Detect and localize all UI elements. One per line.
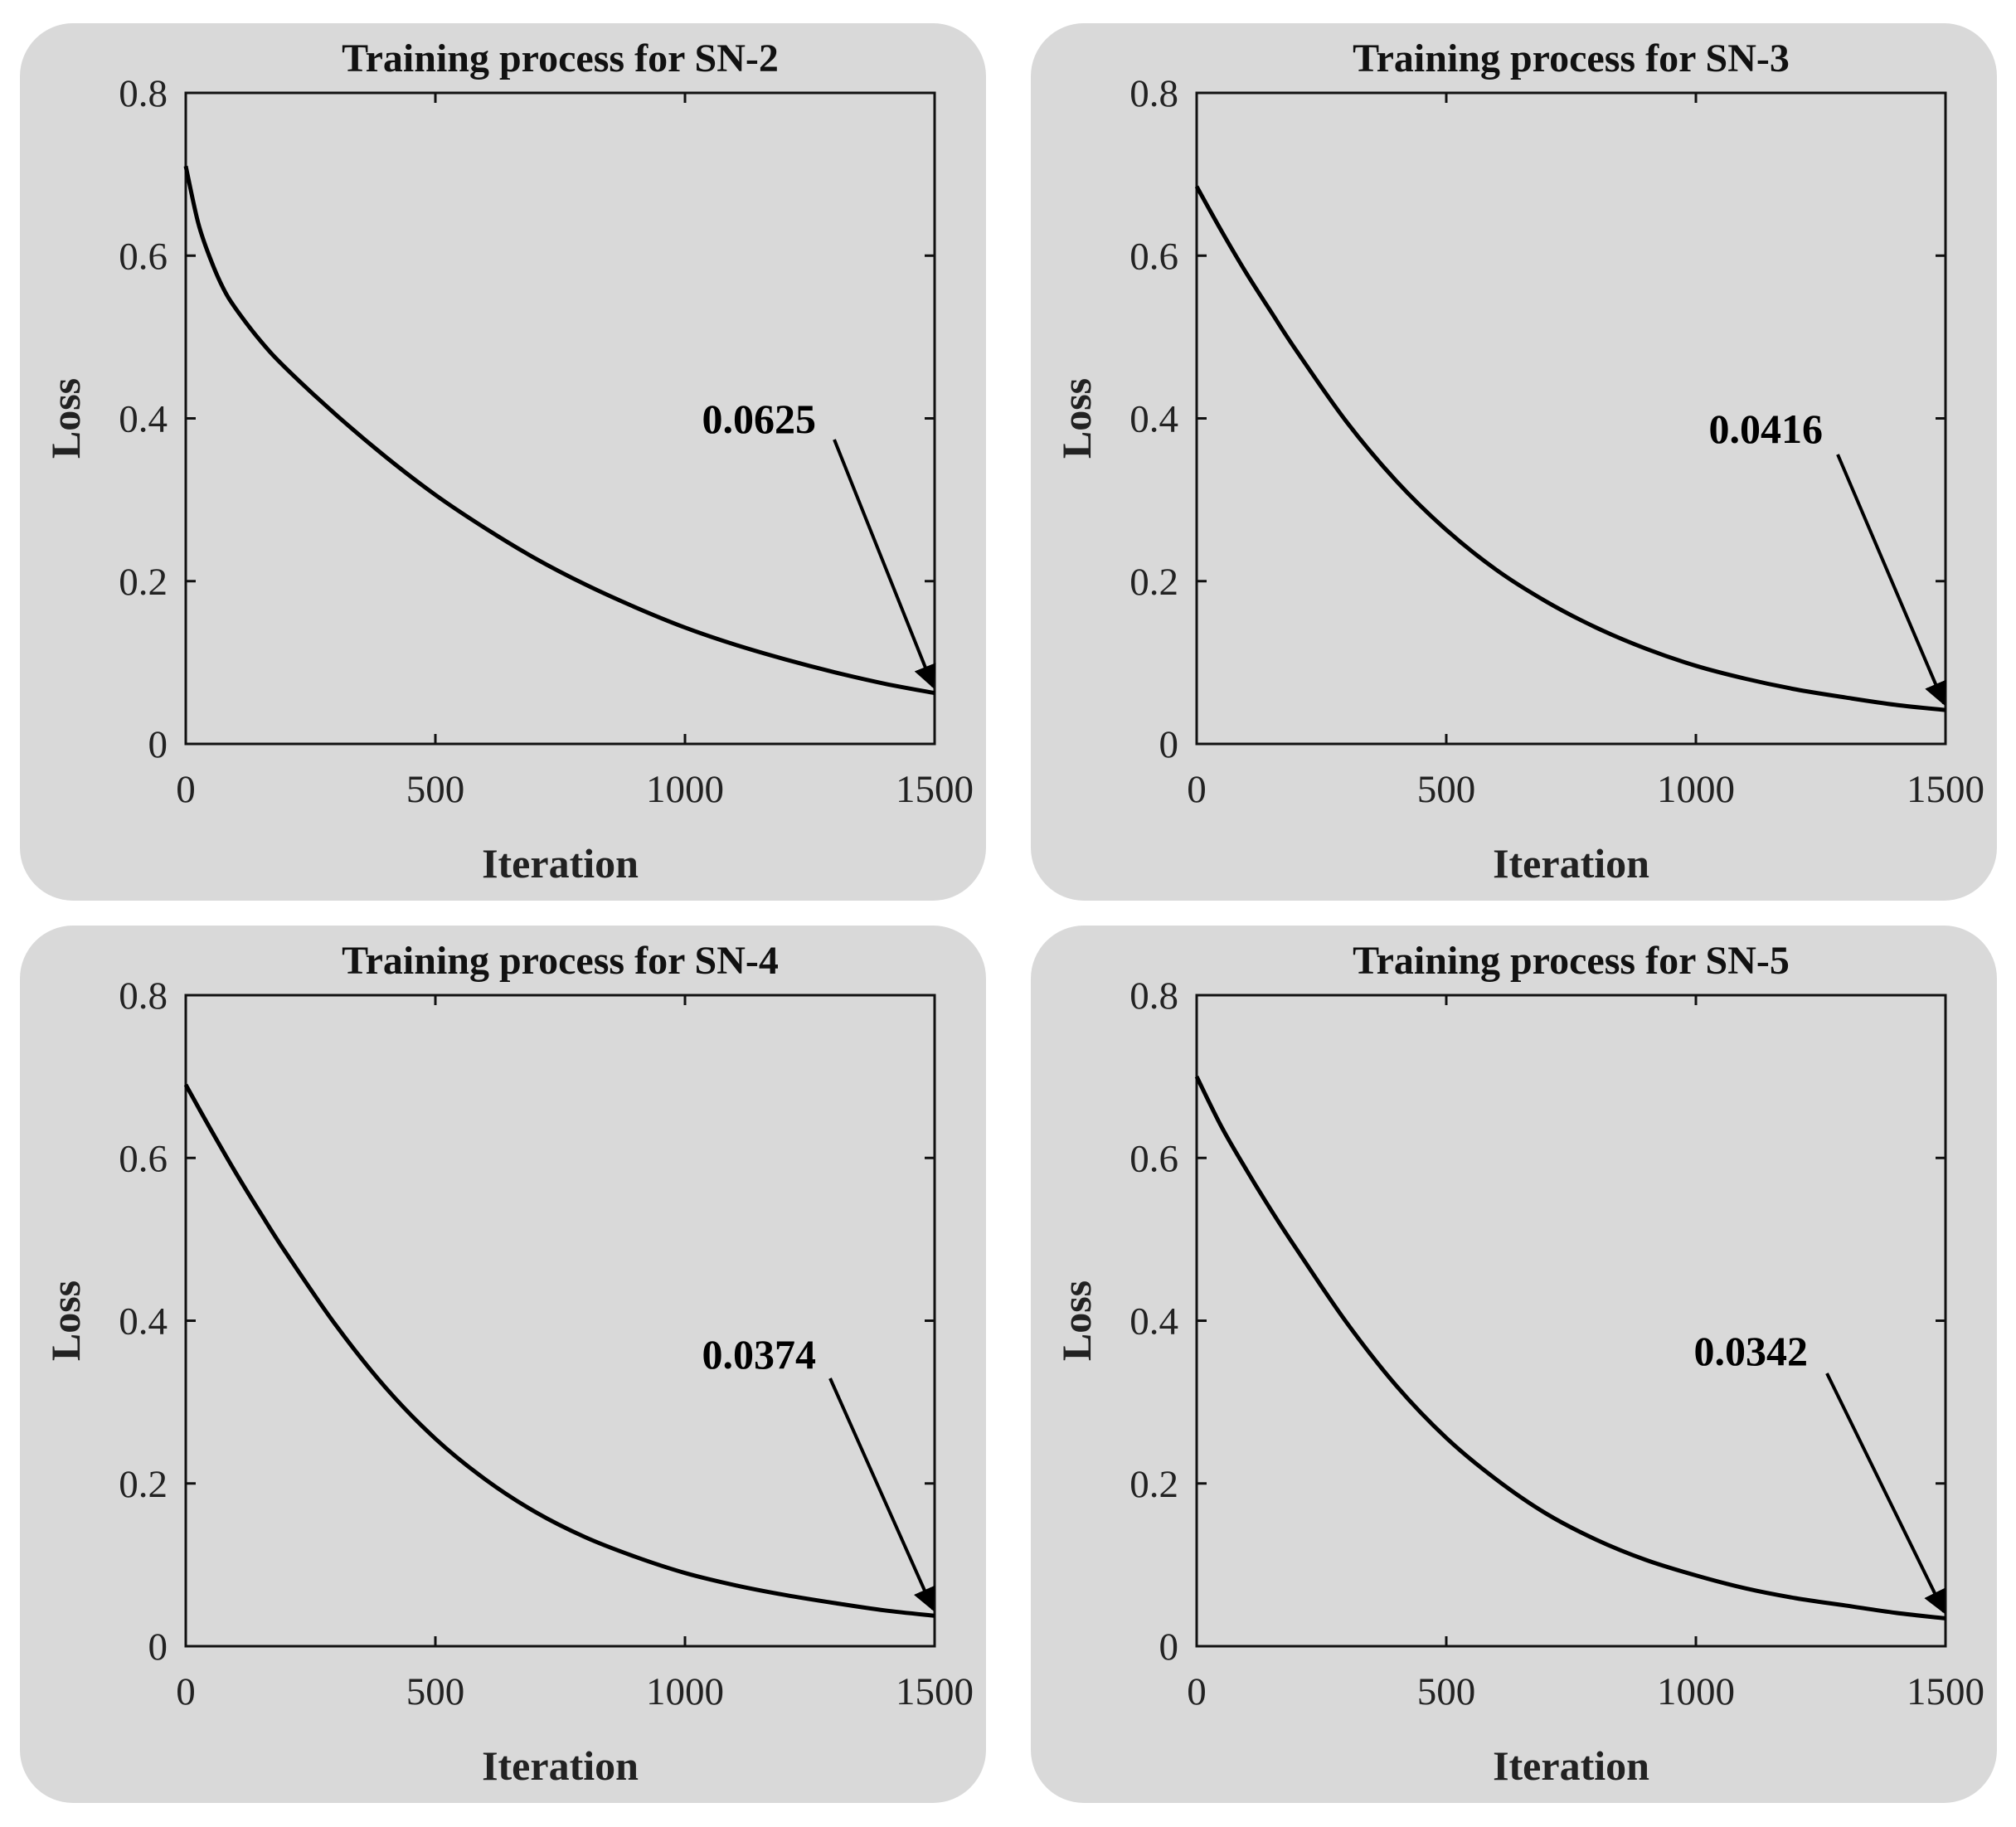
chart-panel-sn4: Training process for SN-4 0 0.2 0.4 0.6 0.8 0 5… (20, 926, 986, 1803)
y-tick-label: 0.8 (1129, 974, 1178, 1018)
loss-line (1194, 185, 1946, 712)
x-axis-label: Iteration (482, 1742, 639, 1789)
y-tick-label: 0.8 (119, 72, 168, 115)
x-tick-label: 500 (406, 768, 465, 811)
y-tick-label: 0.6 (119, 1137, 168, 1180)
annotation-arrow (1836, 454, 1946, 706)
y-axis-label: Loss (42, 378, 89, 459)
y-tick-label: 0.6 (119, 235, 168, 278)
x-tick-label: 1000 (1657, 1670, 1735, 1713)
x-tick-label: 0 (176, 768, 196, 811)
x-axis-label: Iteration (1493, 840, 1649, 887)
y-tick-label: 0.4 (1129, 1300, 1178, 1344)
annotation-arrow (828, 1378, 935, 1611)
x-tick-label: 0 (1187, 1670, 1207, 1713)
chart-sn4: Training process for SN-4 0 0.2 0.4 0.6 0.8 0 5… (42, 939, 974, 1789)
chart-sn5: Training process for SN-5 0 0.2 0.4 0.6 0.8 0 5… (1053, 939, 1984, 1789)
plot-frame (184, 994, 936, 1648)
y-tick-label: 0.2 (1129, 1463, 1178, 1506)
loss-line (183, 1083, 935, 1618)
chart-title: Training process for SN-4 (342, 939, 779, 983)
x-axis-label: Iteration (1493, 1742, 1649, 1789)
loss-line (1194, 1076, 1946, 1620)
chart-sn2: Training process for SN-2 0 0.2 0.4 0.6 0.8 0 5… (42, 36, 974, 887)
chart-panel-sn3: Training process for SN-3 0 0.2 0.4 0.6 0.8 0 5… (1031, 23, 1997, 901)
y-tick-label: 0.6 (1129, 1137, 1178, 1180)
x-tick-label: 500 (406, 1670, 465, 1713)
chart-title: Training process for SN-3 (1353, 36, 1790, 80)
y-tick-label: 0 (148, 1625, 168, 1669)
chart-sn3: Training process for SN-3 0 0.2 0.4 0.6 0.8 0 5… (1053, 36, 1984, 887)
plot-frame (184, 91, 936, 746)
chart-title: Training process for SN-5 (1353, 939, 1790, 983)
x-tick-label: 1500 (896, 1670, 974, 1713)
x-tick-label: 1500 (1907, 768, 1984, 811)
chart-panel-sn5: Training process for SN-5 0 0.2 0.4 0.6 0.8 0 5… (1031, 926, 1997, 1803)
y-tick-label: 0.8 (1129, 72, 1178, 115)
chart-panel-sn2: Training process for SN-2 0 0.2 0.4 0.6 0.8 0 5… (20, 23, 986, 901)
x-tick-label: 1000 (646, 768, 724, 811)
y-tick-label: 0 (1159, 723, 1179, 766)
x-tick-label: 1000 (1657, 768, 1735, 811)
final-loss-annotation: 0.0374 (702, 1331, 817, 1378)
y-tick-label: 0 (148, 723, 168, 766)
x-tick-label: 1500 (1907, 1670, 1984, 1713)
y-axis-label: Loss (1053, 378, 1100, 459)
x-tick-label: 0 (176, 1670, 196, 1713)
final-loss-annotation: 0.0416 (1709, 406, 1824, 452)
loss-line (183, 165, 935, 696)
x-tick-label: 1000 (646, 1670, 724, 1713)
y-tick-label: 0 (1159, 1625, 1179, 1669)
chart-title: Training process for SN-2 (342, 36, 779, 80)
y-axis-label: Loss (1053, 1280, 1100, 1361)
annotation-arrow (833, 439, 936, 689)
final-loss-annotation: 0.0625 (702, 396, 817, 442)
annotation-arrow (1825, 1373, 1946, 1614)
x-tick-label: 0 (1187, 768, 1207, 811)
plot-frame (1195, 91, 1947, 746)
x-tick-label: 500 (1417, 1670, 1476, 1713)
y-tick-label: 0.8 (119, 974, 168, 1018)
x-tick-label: 1500 (896, 768, 974, 811)
y-tick-label: 0.4 (119, 1300, 168, 1344)
y-tick-label: 0.2 (119, 1463, 168, 1506)
y-axis-label: Loss (42, 1280, 89, 1361)
x-axis-label: Iteration (482, 840, 639, 887)
y-tick-label: 0.2 (1129, 561, 1178, 604)
y-tick-label: 0.2 (119, 561, 168, 604)
y-tick-label: 0.4 (119, 398, 168, 441)
x-tick-label: 500 (1417, 768, 1476, 811)
final-loss-annotation: 0.0342 (1694, 1328, 1809, 1374)
y-tick-label: 0.6 (1129, 235, 1178, 278)
plot-frame (1195, 994, 1947, 1648)
y-tick-label: 0.4 (1129, 398, 1178, 441)
